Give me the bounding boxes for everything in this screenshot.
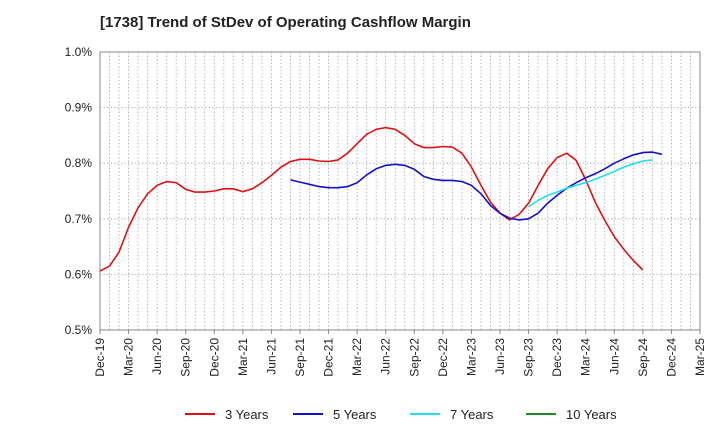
legend-label-10-years: 10 Years: [566, 407, 617, 422]
y-tick-label: 0.5%: [65, 323, 93, 337]
x-tick-label: Dec-22: [436, 338, 450, 377]
series-line-3-years: [99, 126, 644, 272]
x-tick-label: Jun-20: [150, 338, 164, 375]
series-line-7-years: [528, 159, 653, 208]
chart-title: [1738] Trend of StDev of Operating Cashf…: [100, 14, 471, 31]
x-tick-label: Mar-23: [464, 338, 478, 376]
x-tick-label: Dec-20: [207, 338, 221, 377]
x-tick-label: Mar-21: [236, 338, 250, 376]
x-tick-label: Dec-21: [322, 338, 336, 377]
legend: 3 Years 5 Years 7 Years 10 Years: [185, 407, 617, 422]
series-lines: [99, 126, 663, 272]
x-tick-label: Dec-23: [550, 338, 564, 377]
x-tick-label: Jun-23: [493, 338, 507, 375]
series-line-5-years: [290, 151, 663, 221]
y-tick-label: 1.0%: [65, 45, 93, 59]
y-axis: 0.5% 0.6% 0.7% 0.8% 0.9% 1.0%: [65, 45, 93, 337]
x-tick-label: Jun-21: [264, 338, 278, 375]
x-tick-label: Sep-24: [636, 338, 650, 377]
x-tick-label: Dec-19: [93, 338, 107, 377]
x-tick-label: Jun-22: [379, 338, 393, 375]
x-tick-label: Dec-24: [664, 338, 678, 377]
grid-lines: [100, 52, 700, 330]
x-tick-label: Mar-20: [122, 338, 136, 376]
y-tick-label: 0.9%: [65, 101, 93, 115]
x-tick-label: Mar-24: [579, 338, 593, 376]
legend-label-5-years: 5 Years: [333, 407, 377, 422]
legend-label-3-years: 3 Years: [225, 407, 269, 422]
x-tick-label: Jun-24: [607, 338, 621, 375]
y-tick-label: 0.6%: [65, 267, 93, 281]
x-tick-label: Sep-21: [293, 338, 307, 377]
x-tick-label: Mar-22: [350, 338, 364, 376]
x-tick-label: Sep-22: [407, 338, 421, 377]
x-tick-label: Sep-20: [179, 338, 193, 377]
x-axis: Dec-19 Mar-20 Jun-20 Sep-20 Dec-20 Mar-21 Jun-…: [93, 330, 707, 377]
y-tick-label: 0.8%: [65, 156, 93, 170]
legend-label-7-years: 7 Years: [450, 407, 494, 422]
x-tick-label: Mar-25: [693, 338, 707, 376]
y-tick-label: 0.7%: [65, 212, 93, 226]
x-tick-label: Sep-23: [522, 338, 536, 377]
plot-area: [99, 51, 701, 331]
